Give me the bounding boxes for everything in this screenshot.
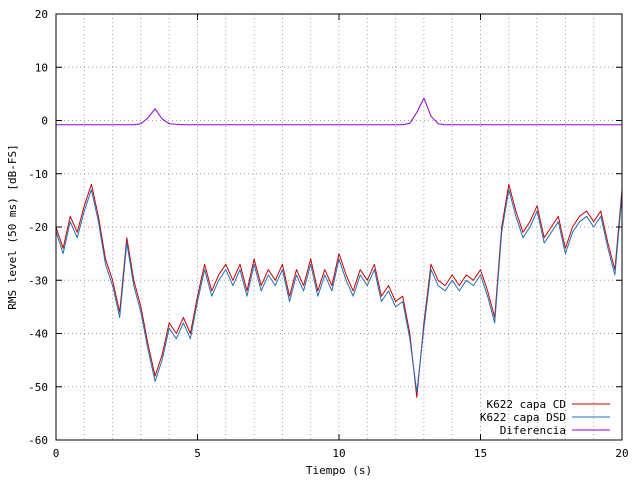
y-tick-label: 10 <box>35 61 48 74</box>
x-axis-label: Tiempo (s) <box>306 464 372 477</box>
y-tick-label: -60 <box>28 434 48 447</box>
x-tick-label: 0 <box>53 447 60 460</box>
y-tick-label: -40 <box>28 328 48 341</box>
legend-label: K622 capa CD <box>487 398 566 411</box>
x-tick-label: 10 <box>332 447 345 460</box>
grid-layer <box>56 14 622 440</box>
x-tick-label: 5 <box>194 447 201 460</box>
series-line-k622-capa-cd <box>55 183 623 398</box>
y-tick-label: -20 <box>28 221 48 234</box>
y-axis-label: RMS level (50 ms) [dB-FS] <box>6 144 19 310</box>
y-tick-label: -30 <box>28 274 48 287</box>
y-tick-label: -50 <box>28 381 48 394</box>
series-layer <box>55 97 623 398</box>
x-tick-label: 15 <box>474 447 487 460</box>
y-tick-label: 0 <box>41 115 48 128</box>
y-tick-label: -10 <box>28 168 48 181</box>
y-tick-label: 20 <box>35 8 48 21</box>
legend-label: Diferencia <box>500 424 566 437</box>
series-line-k622-capa-dsd <box>55 189 623 393</box>
legend-label: K622 capa DSD <box>480 411 566 424</box>
series-line-diferencia <box>56 97 622 126</box>
tick-layer: 0 5 10 15 20 -60 -50 -40 -30 -20 -10 0 10 20 <box>28 8 629 460</box>
x-tick-label: 20 <box>615 447 628 460</box>
